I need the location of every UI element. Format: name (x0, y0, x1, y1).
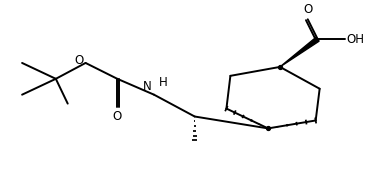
Text: O: O (303, 3, 312, 16)
Polygon shape (280, 37, 319, 67)
Text: H: H (159, 76, 168, 89)
Text: O: O (74, 54, 84, 67)
Text: OH: OH (346, 33, 364, 46)
Text: O: O (113, 110, 122, 123)
Text: N: N (143, 80, 152, 93)
